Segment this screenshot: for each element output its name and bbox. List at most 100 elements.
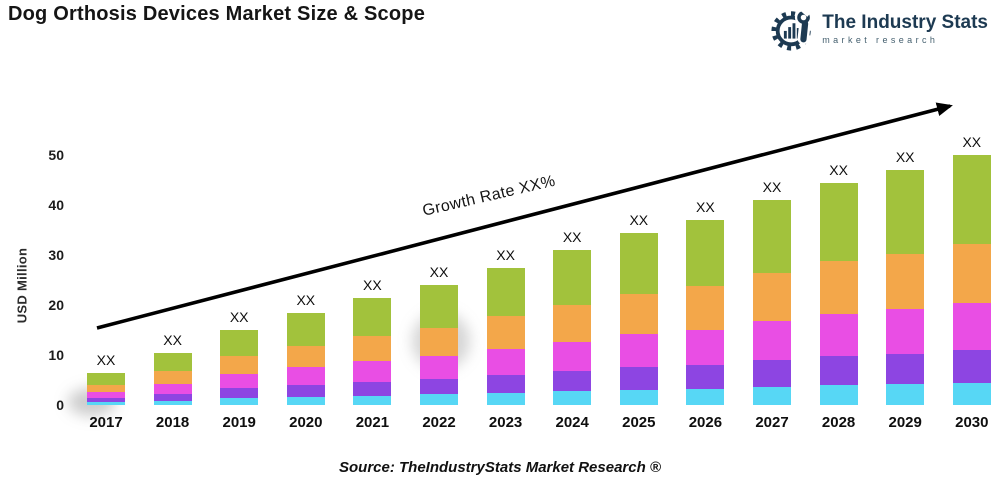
bar-2027-segment-1-cyan: [753, 386, 791, 405]
x-tick-label-2024: 2024: [555, 414, 589, 431]
x-tick-label-2020: 2020: [289, 414, 323, 431]
bar-2017-segment-5-green: [87, 372, 125, 385]
bar-2018-segment-3-magenta: [153, 383, 192, 394]
bar-2024-segment-3-magenta: [553, 341, 592, 371]
bar-2018-segment-2-purple: [153, 393, 192, 401]
gear-wrench-chart-icon: [771, 6, 814, 51]
bar-2019-segment-1-cyan: [220, 398, 259, 405]
bar-2024-segment-1-cyan: [553, 391, 592, 405]
bar-2021-segment-2-purple: [353, 381, 392, 396]
bar-2027-segment-3-magenta: [753, 321, 791, 360]
bar-2022-segment-4-orange: [420, 327, 458, 356]
bar-value-label-2022: XX: [429, 264, 449, 280]
bar-2020-segment-1-cyan: [286, 396, 325, 405]
bar-2026-segment-3-magenta: [686, 329, 725, 365]
bar-2020-segment-4-orange: [286, 345, 325, 367]
bar-value-label-2021: XX: [363, 276, 382, 293]
bar-2017-segment-3-magenta: [87, 392, 125, 398]
brand-logo: The Industry Stats market research: [769, 6, 988, 52]
bar-2026-segment-2-purple: [686, 364, 725, 389]
bar-2028-segment-1-cyan: [819, 385, 858, 405]
x-tick-label-2026: 2026: [688, 414, 723, 431]
x-tick-label-2018: 2018: [155, 414, 190, 431]
bar-2029-segment-1-cyan: [886, 384, 925, 405]
bar-value-label-2019: XX: [229, 309, 249, 325]
brand-tagline: market research: [822, 35, 939, 46]
bar-2028-segment-4-orange: [819, 261, 858, 314]
x-tick-label-2030: 2030: [955, 414, 989, 431]
bar-value-label-2029: XX: [895, 149, 915, 165]
bar-value-label-2025: XX: [629, 211, 649, 228]
bar-2026-segment-5-green: [686, 220, 725, 286]
y-tick-label: 30: [48, 247, 64, 263]
bar-2023-segment-2-purple: [486, 374, 525, 393]
bar-2029-segment-5-green: [886, 170, 925, 254]
x-tick-label-2027: 2027: [755, 414, 789, 431]
bar-2030-segment-5-green: [952, 155, 991, 244]
bar-2024-segment-4-orange: [553, 305, 592, 342]
bar-2027-segment-2-purple: [753, 360, 791, 387]
x-tick-label-2025: 2025: [622, 414, 656, 431]
x-tick-label-2019: 2019: [222, 414, 256, 431]
bar-2025-segment-2-purple: [619, 367, 658, 390]
x-tick-label-2023: 2023: [488, 414, 523, 431]
bar-2021-segment-4-orange: [353, 335, 392, 361]
bar-2024-segment-5-green: [553, 250, 592, 305]
bar-2030-segment-2-purple: [952, 350, 991, 383]
bar-2030-segment-3-magenta: [952, 302, 991, 350]
bar-2025-segment-4-orange: [619, 293, 658, 334]
bar-2019-segment-4-orange: [220, 356, 259, 374]
bar-value-label-2026: XX: [696, 199, 715, 215]
bar-2030-segment-4-orange: [952, 243, 991, 303]
bar-value-label-2030: XX: [962, 134, 982, 150]
bar-2020-segment-3-magenta: [286, 367, 325, 385]
bar-2019-segment-2-purple: [220, 388, 259, 398]
bar-2022-segment-3-magenta: [420, 355, 458, 379]
bar-value-label-2018: XX: [163, 331, 182, 348]
bar-2028-segment-2-purple: [819, 356, 858, 385]
y-tick-label: 0: [56, 397, 64, 413]
bar-value-label-2024: XX: [562, 229, 582, 245]
y-tick-label: 50: [48, 147, 64, 163]
bar-2019-segment-3-magenta: [220, 373, 259, 388]
bar-2023-segment-3-magenta: [486, 348, 525, 375]
bar-2027-segment-5-green: [753, 200, 791, 273]
bar-2022-segment-5-green: [420, 285, 458, 328]
bar-2028-segment-5-green: [819, 182, 858, 261]
bar-2023-segment-5-green: [486, 267, 525, 316]
y-axis-title: USD Million: [14, 247, 30, 324]
bar-2020-segment-2-purple: [286, 384, 325, 397]
bar-2025-segment-1-cyan: [619, 389, 658, 405]
source-note: Source: TheIndustryStats Market Research…: [339, 459, 661, 476]
bar-2018-segment-5-green: [153, 352, 192, 371]
bar-2024-segment-2-purple: [553, 371, 592, 391]
bar-value-label-2028: XX: [829, 161, 848, 178]
bar-value-label-2020: XX: [296, 291, 316, 308]
bar-value-label-2017: XX: [96, 351, 116, 368]
bar-2019-segment-5-green: [220, 330, 259, 356]
bar-2018-segment-4-orange: [153, 371, 192, 384]
bar-2026-segment-1-cyan: [686, 388, 725, 405]
x-tick-label-2017: 2017: [89, 414, 123, 431]
bar-2021-segment-3-magenta: [353, 361, 392, 382]
bar-2029-segment-3-magenta: [886, 309, 925, 354]
bar-2023-segment-1-cyan: [486, 392, 525, 405]
brand-name: The Industry Stats: [822, 11, 988, 33]
growth-rate-label: Growth Rate XX%: [420, 172, 558, 220]
x-tick-label-2022: 2022: [422, 414, 456, 431]
bar-2020-segment-5-green: [286, 312, 325, 346]
bar-2018-segment-1-cyan: [153, 400, 192, 405]
bar-2028-segment-3-magenta: [819, 313, 858, 356]
bar-2017-segment-2-purple: [87, 398, 125, 402]
bar-2025-segment-5-green: [619, 232, 658, 294]
page-title: Dog Orthosis Devices Market Size & Scope: [8, 3, 426, 25]
bar-2022-segment-1-cyan: [420, 394, 458, 405]
bar-value-label-2023: XX: [496, 246, 515, 263]
y-tick-label: 10: [48, 347, 64, 363]
bar-2027-segment-4-orange: [753, 273, 791, 321]
y-tick-label: 20: [48, 297, 64, 313]
bar-value-label-2027: XX: [762, 179, 782, 195]
bar-2030-segment-1-cyan: [952, 382, 991, 405]
bar-2029-segment-4-orange: [886, 254, 925, 309]
